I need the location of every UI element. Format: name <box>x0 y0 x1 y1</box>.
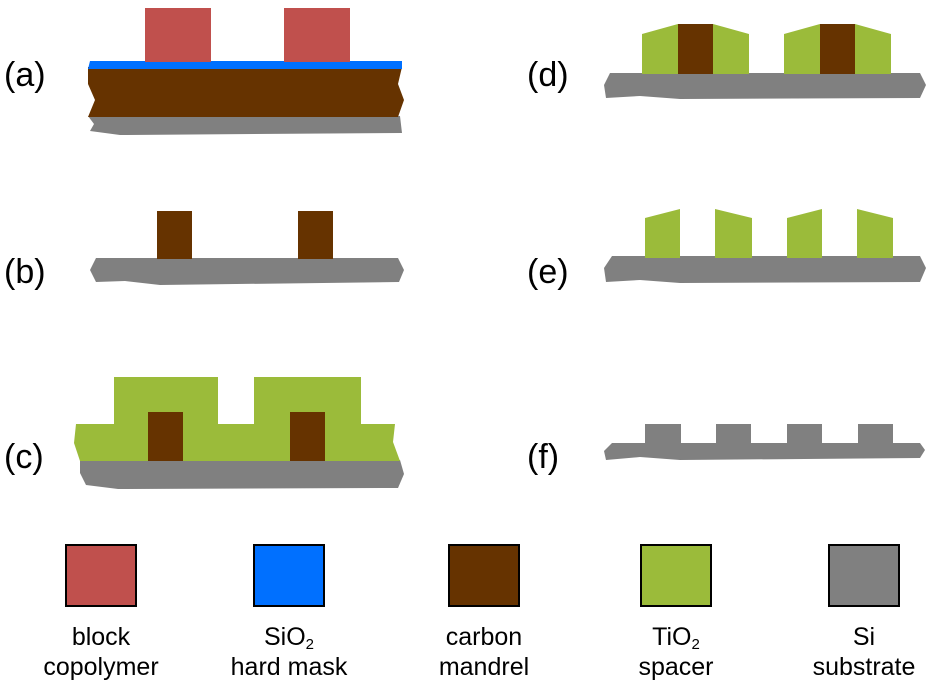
block-copolymer-a-1 <box>145 8 211 62</box>
tio2-spacer-e-4 <box>857 209 893 258</box>
legend-swatch-sio2-hard-mask <box>253 544 325 607</box>
legend-label-tio2-spacer: TiO2 spacer <box>601 622 751 682</box>
legend-swatch-carbon-mandrel <box>448 544 520 607</box>
tio2-spacer-e-3 <box>787 209 822 258</box>
panel-b: (b) <box>4 211 404 291</box>
legend-line2: substrate <box>812 653 916 681</box>
carbon-mandrel-c-2 <box>290 412 325 461</box>
legend-line1: Si <box>852 623 876 651</box>
panel-label-c: (c) <box>4 438 44 476</box>
legend-line2: hard mask <box>230 653 348 681</box>
tio2-spacer-d-1-left <box>642 24 678 74</box>
legend-line1: TiO2 <box>601 622 751 652</box>
tio2-spacer-e-2 <box>715 209 752 258</box>
legend-swatch-tio2-spacer <box>640 544 712 607</box>
panel-label-f: (f) <box>527 438 559 476</box>
si-substrate-d <box>604 73 926 99</box>
legend-line1: block <box>71 623 131 651</box>
carbon-mandrel-b-1 <box>157 211 192 259</box>
legend-label-block-copolymer: block copolymer <box>26 622 176 682</box>
tio2-spacer-d-2-left <box>784 24 820 74</box>
tio2-spacer-d-1-right <box>713 24 749 74</box>
tio2-spacer-e-1 <box>645 209 680 258</box>
legend <box>65 544 900 607</box>
panel-a: (a) <box>4 8 404 135</box>
hard-mask-a <box>88 61 402 69</box>
legend-line1: SiO2 <box>214 622 364 652</box>
carbon-layer-a <box>88 67 404 117</box>
carbon-mandrel-d-2 <box>820 24 855 74</box>
si-substrate-e <box>604 256 926 283</box>
legend-line2: copolymer <box>43 653 159 681</box>
si-substrate-c <box>80 460 404 489</box>
tio2-spacer-c <box>74 377 400 461</box>
block-copolymer-a-2 <box>284 8 350 62</box>
si-substrate-f <box>604 424 925 460</box>
legend-formula: SiO <box>263 623 306 651</box>
legend-line2: spacer <box>638 653 714 681</box>
legend-subscript: 2 <box>305 636 315 653</box>
legend-label-si-substrate: Si substrate <box>789 622 932 682</box>
legend-line1: carbon <box>445 623 523 651</box>
legend-swatch-si-substrate <box>828 544 900 607</box>
panel-e: (e) <box>527 209 926 291</box>
si-substrate-a <box>88 116 402 135</box>
carbon-mandrel-b-2 <box>298 211 333 259</box>
legend-formula: TiO <box>652 623 692 651</box>
carbon-mandrel-c-1 <box>148 412 183 461</box>
si-substrate-b <box>90 258 404 285</box>
carbon-mandrel-d-1 <box>678 24 713 74</box>
panel-c: (c) <box>4 377 404 489</box>
panel-d: (d) <box>527 24 926 99</box>
legend-line2: mandrel <box>438 653 530 681</box>
legend-swatch-block-copolymer <box>65 544 137 607</box>
legend-label-sio2-hard-mask: SiO2 hard mask <box>214 622 364 682</box>
panel-label-d: (d) <box>527 56 569 94</box>
panel-label-e: (e) <box>527 253 569 291</box>
panel-f: (f) <box>527 424 925 476</box>
panel-label-b: (b) <box>4 253 46 291</box>
legend-subscript: 2 <box>691 636 700 653</box>
panel-label-a: (a) <box>4 56 46 94</box>
tio2-spacer-d-2-right <box>855 24 891 74</box>
legend-label-carbon-mandrel: carbon mandrel <box>409 622 559 682</box>
